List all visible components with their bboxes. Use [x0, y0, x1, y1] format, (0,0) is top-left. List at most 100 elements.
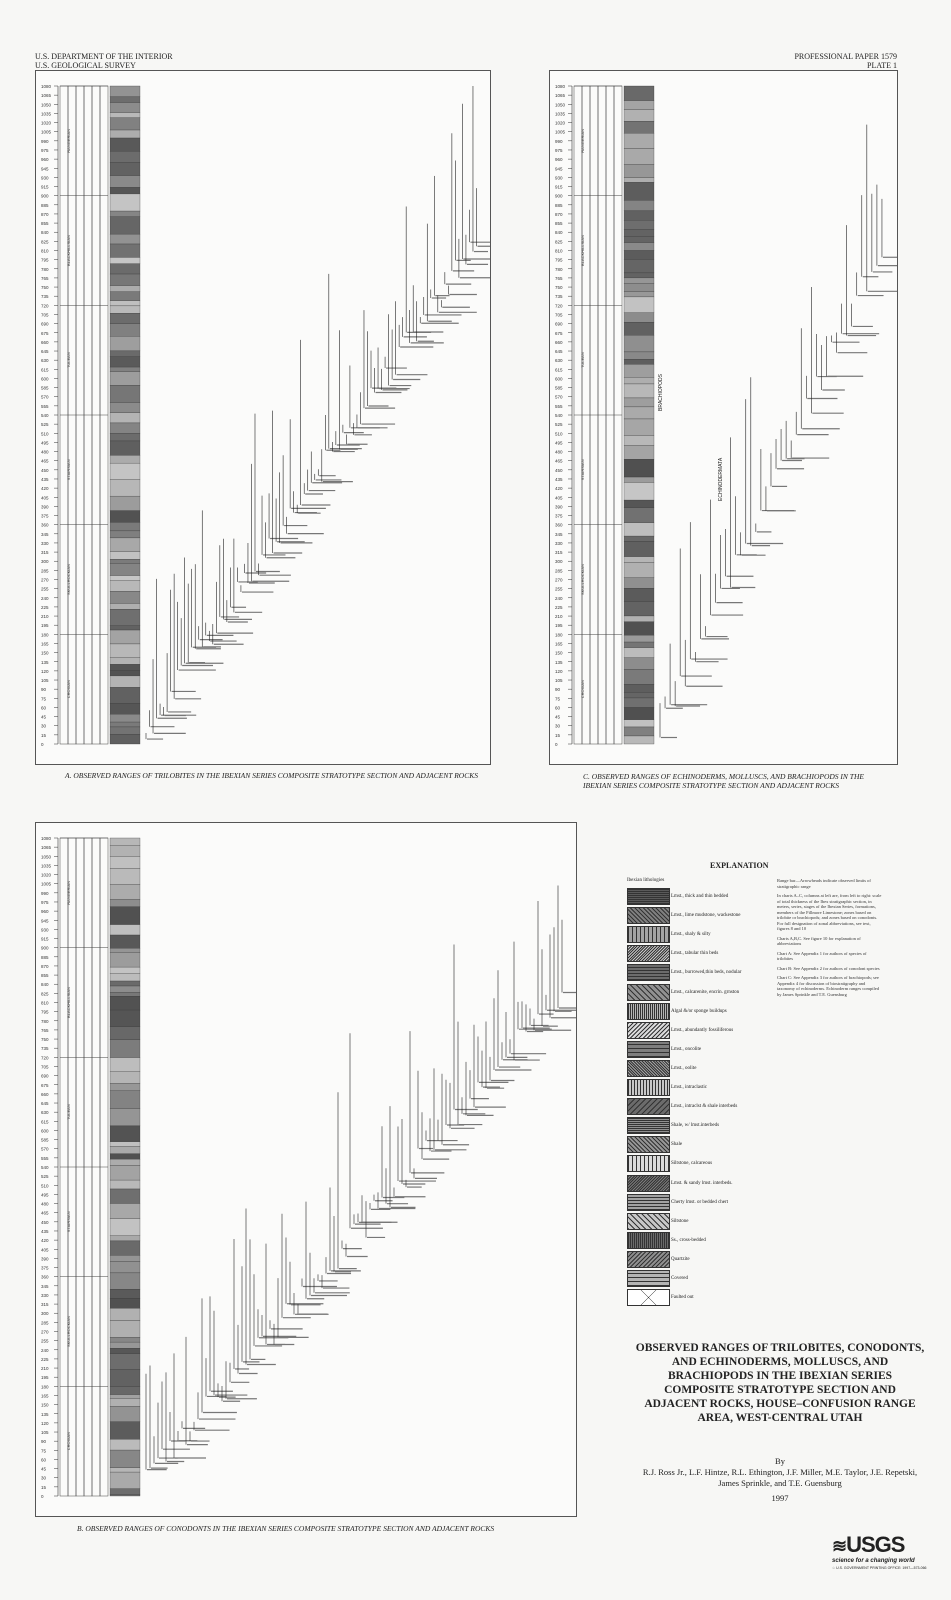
- scale-tick-label: 45: [41, 715, 47, 720]
- lithology-bed: [623, 635, 655, 643]
- by-label: By: [775, 1456, 785, 1466]
- scale-tick-label: 390: [555, 504, 563, 509]
- lithology-bed: [623, 577, 655, 589]
- scale-tick-label: 435: [41, 1229, 49, 1234]
- lithology-swatch: [627, 1059, 670, 1077]
- lithology-swatch: [627, 1117, 670, 1135]
- scale-tick-label: 45: [555, 715, 561, 720]
- lithology-bed: [109, 1158, 141, 1166]
- lithology-bed: [109, 670, 141, 677]
- lithology-bed: [109, 291, 141, 301]
- scale-tick-label: 825: [41, 991, 49, 996]
- scale-tick-label: 750: [555, 285, 563, 290]
- scale-tick-label: 840: [41, 230, 49, 235]
- lithology-label: Lmst., thick and thin bedded: [671, 894, 729, 899]
- scale-tick-label: 690: [555, 322, 563, 327]
- scale-tick-label: 690: [41, 322, 49, 327]
- lithology-bed: [109, 1141, 141, 1147]
- scale-tick-label: 210: [555, 614, 563, 619]
- scale-tick-label: 0: [555, 742, 558, 747]
- scale-tick-label: 525: [41, 1174, 49, 1179]
- usgs-wave-icon: ≋: [832, 1536, 847, 1556]
- lithology-bed: [109, 906, 141, 925]
- caption-a: A. OBSERVED RANGES OF TRILOBITES IN THE …: [65, 771, 478, 780]
- lithology-bed: [109, 591, 141, 604]
- scale-tick-label: 225: [41, 1357, 49, 1362]
- scale-tick-label: 585: [41, 1138, 49, 1143]
- lithology-bed: [623, 657, 655, 670]
- lithology-bed: [623, 177, 655, 183]
- lithology-bed: [109, 985, 141, 993]
- lithology-bed: [623, 522, 655, 537]
- lithology-bed: [623, 435, 655, 446]
- scale-tick-label: 810: [555, 249, 563, 254]
- lithology-bed: [623, 482, 655, 501]
- lithology-bed: [109, 1341, 141, 1349]
- lithology-bed: [109, 137, 141, 152]
- explanation-note: Chart B: See Appendix 2 for authors of c…: [777, 965, 880, 971]
- scale-tick-label: 765: [41, 276, 49, 281]
- lithology-bed: [109, 664, 141, 671]
- scale-tick-label: 540: [41, 1165, 49, 1170]
- chart-c-echinoderms: 1080 1065 1050 1035 1020 1005 990 975 960 945 930 9…: [549, 70, 907, 765]
- lithology-bed: [109, 433, 141, 442]
- scale-tick-label: 150: [41, 1403, 49, 1408]
- lithology-bed: [623, 250, 655, 260]
- lithology-bed: [623, 588, 655, 602]
- scale-tick-label: 990: [41, 891, 49, 896]
- lithology-bed: [109, 952, 141, 968]
- lithology-bed: [109, 1394, 141, 1399]
- lithology-bed: [109, 1039, 141, 1058]
- lithology-bed: [109, 657, 141, 665]
- scale-tick-label: 990: [41, 139, 49, 144]
- scale-tick-label: 615: [555, 367, 563, 372]
- scale-tick-label: 165: [41, 641, 49, 646]
- scale-tick-label: 330: [41, 541, 49, 546]
- lithology-label: Lmst., abundantly fossiliferous: [671, 1027, 734, 1033]
- stage-label: CROIXAN: [66, 1432, 71, 1450]
- lithology-bed: [109, 102, 141, 113]
- scale-tick-label: 930: [555, 175, 563, 180]
- scale-tick-label: 495: [41, 1192, 49, 1197]
- scale-tick-label: 360: [41, 1275, 49, 1280]
- scale-tick-label: 285: [555, 568, 563, 573]
- lithology-bed: [623, 383, 655, 399]
- explanation-note: Range bar—Arrowheads indicate observed l…: [777, 878, 871, 889]
- lithology-bed: [109, 721, 141, 728]
- lithology-bed: [623, 647, 655, 658]
- lithology-bed: [623, 322, 655, 336]
- scale-tick-label: 435: [41, 477, 49, 482]
- logo-text: USGS: [846, 1532, 905, 1557]
- lithology-bed: [109, 1203, 141, 1219]
- scale-tick-label: 825: [555, 239, 563, 244]
- lithology-bed: [623, 499, 655, 508]
- lithology-bed: [109, 422, 141, 434]
- scale-tick-label: 210: [41, 614, 49, 619]
- lithology-bed: [109, 1108, 141, 1127]
- scale-tick-label: 1035: [41, 863, 52, 868]
- stage-label: SKULLROCKIAN: [66, 564, 71, 595]
- department: U.S. DEPARTMENT OF THE INTERIOR: [35, 52, 173, 61]
- lithology-bed: [623, 735, 655, 745]
- scale-tick-label: 390: [41, 1256, 49, 1261]
- scale-tick-label: 885: [41, 955, 49, 960]
- lithology-label: Algal &/or sponge buildups: [671, 1008, 727, 1014]
- lithology-bed: [623, 229, 655, 237]
- scale-tick-label: 1065: [41, 93, 52, 98]
- lithology-bed: [109, 837, 141, 846]
- lithology-bed: [109, 233, 141, 245]
- chart-b-conodonts: 1080 1065 1050 1035 1020 1005 990 975 960 945 930 9…: [35, 822, 588, 1517]
- scale-tick-label: 630: [555, 358, 563, 363]
- lithology-bed: [109, 1090, 141, 1109]
- lithology-bed: [109, 714, 141, 723]
- lithology-swatch: [627, 1021, 670, 1039]
- explanation-note: Chart A: See Appendix 1 for authors of s…: [777, 950, 867, 962]
- lithology-bed: [109, 385, 141, 403]
- header-left: U.S. DEPARTMENT OF THE INTERIOR U.S. GEO…: [35, 52, 173, 70]
- scale-tick-label: 600: [555, 376, 563, 381]
- scale-tick-label: 435: [555, 477, 563, 482]
- scale-tick-label: 945: [555, 166, 563, 171]
- scale-tick-label: 240: [41, 1348, 49, 1353]
- scale-tick-label: 30: [41, 724, 47, 729]
- lithology-bed: [109, 1320, 141, 1338]
